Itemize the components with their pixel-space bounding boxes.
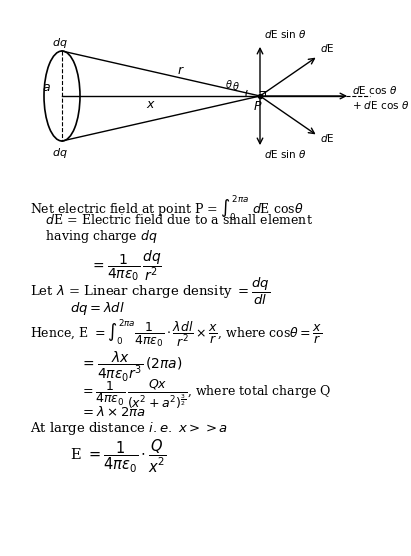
Text: $\theta$: $\theta$ [225,78,233,90]
Text: $d$E = Electric field due to a small element: $d$E = Electric field due to a small ele… [30,213,313,227]
Text: $= \dfrac{\lambda x}{4\pi\varepsilon_0 r^3}\,(2\pi a)$: $= \dfrac{\lambda x}{4\pi\varepsilon_0 r… [80,350,182,384]
Text: Hence, E $= \int_{0}^{2\pi a} \dfrac{1}{4\pi\varepsilon_0}\cdot\dfrac{\lambda dl: Hence, E $= \int_{0}^{2\pi a} \dfrac{1}{… [30,318,322,350]
Text: $= \dfrac{1}{4\pi\varepsilon_0}\,\dfrac{dq}{r^2}$: $= \dfrac{1}{4\pi\varepsilon_0}\,\dfrac{… [90,248,162,283]
Text: Net electric field at point P = $\int_{0}^{2\pi a}$ $d$E cos$\theta$: Net electric field at point P = $\int_{0… [30,193,303,223]
Text: $= \dfrac{1}{4\pi\varepsilon_0}\,\dfrac{Qx}{(x^2+a^2)^{\frac{3}{2}}}$, where tot: $= \dfrac{1}{4\pi\varepsilon_0}\,\dfrac{… [80,378,331,411]
Text: $x$: $x$ [146,98,156,111]
Text: $d$E: $d$E [320,42,335,54]
Text: E $= \dfrac{1}{4\pi\varepsilon_0}\cdot\dfrac{Q}{x^2}$: E $= \dfrac{1}{4\pi\varepsilon_0}\cdot\d… [70,438,167,475]
Text: $d$E sin $\theta$: $d$E sin $\theta$ [264,148,307,160]
Text: $d$E sin $\theta$: $d$E sin $\theta$ [264,28,307,40]
Text: $dq$: $dq$ [52,146,68,160]
Text: $d$E: $d$E [320,132,335,144]
Text: $d$E cos $\theta$: $d$E cos $\theta$ [352,84,397,96]
Text: $P$: $P$ [253,100,263,113]
Text: $a$: $a$ [42,81,51,94]
Text: Let $\lambda$ = Linear charge density $= \dfrac{dq}{dl}$: Let $\lambda$ = Linear charge density $=… [30,276,270,307]
Text: $= \lambda \times 2\pi a$: $= \lambda \times 2\pi a$ [80,405,146,419]
Text: $+$ $d$E cos $\theta$: $+$ $d$E cos $\theta$ [352,99,409,111]
Text: At large distance $i.e.$ $x >> a$: At large distance $i.e.$ $x >> a$ [30,420,228,437]
Text: having charge $dq$: having charge $dq$ [30,228,158,245]
Text: $r$: $r$ [177,64,185,77]
Text: $dq = \lambda dl$: $dq = \lambda dl$ [70,300,125,317]
Text: $dq$: $dq$ [52,36,68,50]
Text: $\theta$: $\theta$ [232,80,240,92]
